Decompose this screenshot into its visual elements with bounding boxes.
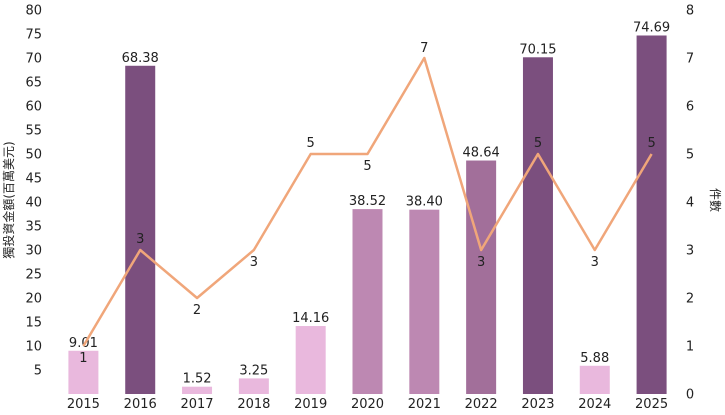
x-tick-label: 2016 (124, 397, 157, 410)
right-tick-label: 7 (686, 52, 694, 67)
bar (182, 386, 213, 394)
line-point-label: 7 (420, 41, 428, 56)
line-point-label: 5 (534, 136, 542, 151)
right-tick-label: 4 (686, 196, 694, 211)
bar (636, 35, 667, 394)
left-tick-label: 80 (25, 4, 42, 19)
right-tick-label: 0 (686, 388, 694, 403)
bar (238, 378, 269, 394)
x-tick-label: 2022 (465, 397, 498, 410)
left-tick-label: 55 (25, 124, 42, 139)
left-tick-label: 50 (25, 148, 42, 163)
bar-value-label: 38.40 (406, 195, 443, 210)
bar-value-label: 1.52 (183, 372, 212, 387)
line-point-label: 5 (647, 136, 655, 151)
bar (409, 209, 440, 394)
left-tick-label: 40 (25, 196, 42, 211)
right-tick-label: 5 (686, 148, 694, 163)
line-point-label: 3 (591, 255, 599, 270)
bar-value-label: 14.16 (292, 311, 329, 326)
x-tick-label: 2017 (180, 397, 213, 410)
bar-value-label: 70.15 (519, 42, 556, 57)
left-axis-title: 獨投資金額(百萬美元) (1, 141, 16, 258)
left-tick-label: 10 (25, 340, 42, 355)
right-tick-label: 8 (686, 4, 694, 19)
left-tick-label: 15 (25, 316, 42, 331)
bar-value-label: 3.25 (239, 363, 268, 378)
x-tick-label: 2023 (521, 397, 554, 410)
bar-value-label: 74.69 (633, 20, 670, 35)
line-point-label: 1 (79, 351, 87, 366)
bar (522, 57, 553, 394)
left-tick-label: 70 (25, 52, 42, 67)
bar-value-label: 48.64 (463, 146, 500, 161)
bar-value-label: 9.01 (69, 336, 98, 351)
right-tick-label: 2 (686, 292, 694, 307)
bar (295, 326, 326, 394)
x-tick-label: 2019 (294, 397, 327, 410)
x-tick-label: 2025 (635, 397, 668, 410)
right-tick-label: 1 (686, 340, 694, 355)
line-point-label: 3 (250, 255, 258, 270)
left-tick-label: 30 (25, 244, 42, 259)
left-tick-label: 45 (25, 172, 42, 187)
left-tick-label: 35 (25, 220, 42, 235)
left-tick-label: 5 (34, 364, 42, 379)
line-group: 1 3 2 3 5 5 7 3 5 3 5 (79, 41, 655, 366)
x-axis: 2015 2016 2017 2018 2019 2020 2021 2022 2023 2024… (67, 397, 668, 412)
bar-value-label: 5.88 (580, 351, 609, 366)
right-tick-label: 6 (686, 100, 694, 115)
left-tick-label: 60 (25, 100, 42, 115)
line-point-label: 3 (477, 255, 485, 270)
line-series (82, 56, 653, 347)
x-tick-label: 2021 (408, 397, 441, 410)
left-tick-label: 20 (25, 292, 42, 307)
bars-group: 9.01 68.38 1.52 3.25 14.16 38.52 38.40 48.64 70.… (68, 20, 670, 394)
x-tick-label: 2020 (351, 397, 384, 410)
right-tick-label: 3 (686, 244, 694, 259)
left-tick-label: 65 (25, 76, 42, 91)
x-tick-label: 2024 (578, 397, 611, 410)
bar (125, 65, 156, 394)
bar (352, 209, 383, 394)
right-axis-title: 件數 (708, 188, 722, 212)
left-axis: 5 10 15 20 25 30 35 40 45 50 55 60 65 70 75 80 (25, 4, 42, 379)
bar (68, 350, 99, 394)
line-point-label: 5 (363, 159, 371, 174)
left-tick-label: 75 (25, 28, 42, 43)
left-tick-label: 25 (25, 268, 42, 283)
bar-value-label: 68.38 (122, 51, 159, 66)
x-tick-label: 2018 (237, 397, 270, 410)
line-point-label: 5 (307, 136, 315, 151)
bar (466, 160, 497, 394)
right-axis: 0 1 2 3 4 5 6 7 8 (686, 4, 694, 403)
x-tick-label: 2015 (67, 397, 100, 410)
line-point-label: 2 (193, 303, 201, 318)
line-point-label: 3 (136, 232, 144, 247)
bar-value-label: 38.52 (349, 194, 386, 209)
bar (579, 365, 610, 394)
